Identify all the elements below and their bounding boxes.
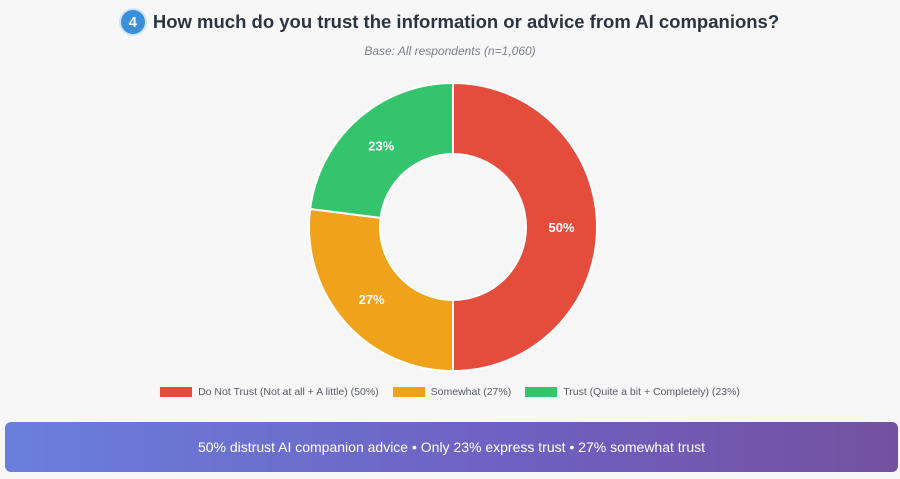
legend-item-2[interactable]: Trust (Quite a bit + Completely) (23%) [525,386,740,398]
legend-swatch-0 [160,387,193,397]
chart-subtitle: Base: All respondents (n=1,060) [364,44,536,58]
chart-title: How much do you trust the information or… [152,11,780,32]
donut-chart: 50% 27% 23% [308,81,598,373]
summary-banner-text: 50% distrust AI companion advice • Only … [197,439,706,455]
legend-swatch-1 [392,387,425,397]
donut-slice-1 [308,207,454,373]
donut-slice-2 [309,81,454,219]
donut-slice-label-0: 50% [548,220,574,235]
legend-swatch-2 [525,387,558,397]
title-row: 4 How much do you trust the information … [0,10,900,34]
chart-legend: Do Not Trust (Not at all + A little) (50… [0,386,900,398]
donut-slice-label-2: 23% [368,139,394,154]
step-number-badge: 4 [120,10,145,34]
legend-item-1[interactable]: Somewhat (27%) [392,386,512,398]
legend-label-1: Somewhat (27%) [430,386,512,398]
summary-banner: 50% distrust AI companion advice • Only … [5,422,898,472]
legend-label-0: Do Not Trust (Not at all + A little) (50… [198,386,379,398]
donut-slice-0 [452,81,598,373]
donut-slice-label-1: 27% [359,292,385,307]
legend-label-2: Trust (Quite a bit + Completely) (23%) [563,386,740,398]
legend-item-0[interactable]: Do Not Trust (Not at all + A little) (50… [160,386,379,398]
